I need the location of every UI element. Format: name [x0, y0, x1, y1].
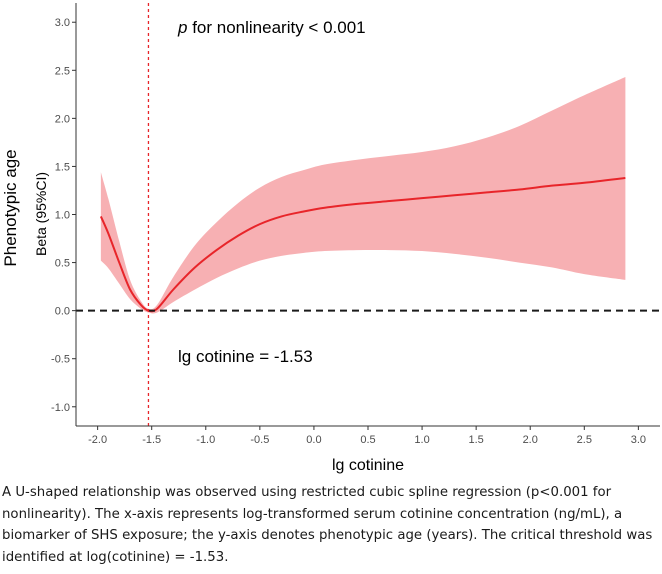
x-tick-label: 1.0	[414, 434, 429, 446]
plot-area	[76, 3, 660, 426]
axes: -1.0 -0.5 0.0 0.5 1.0 1.5 2.0 2.5 3.0 -2.0 -1.5 -1.…	[51, 3, 660, 446]
figure-caption: A U-shaped relationship was observed usi…	[2, 485, 653, 565]
spline-line-0	[99, 176, 626, 313]
y-tick-label: -0.5	[51, 354, 70, 366]
y-tick-label: 0.0	[55, 306, 70, 318]
threshold-annotation: lg cotinine = -1.53	[178, 347, 313, 366]
y-tick-label: 1.5	[55, 161, 70, 173]
p-symbol: p	[177, 18, 187, 37]
x-tick-label: 2.0	[523, 434, 538, 446]
x-tick-label: 2.5	[577, 434, 592, 446]
y-axis-title-outer: Phenotypic age	[1, 149, 20, 266]
y-tick-label: 2.5	[55, 65, 70, 77]
x-axis-title: lg cotinine	[332, 457, 404, 474]
y-tick-label: -1.0	[51, 402, 70, 414]
spline-chart: -1.0 -0.5 0.0 0.5 1.0 1.5 2.0 2.5 3.0 -2.0 -1.5 -1.…	[1, 3, 660, 474]
x-tick-label: 0.5	[360, 434, 375, 446]
y-tick-label: 1.0	[55, 210, 70, 222]
p-nonlinearity-annotation: p for nonlinearity < 0.001	[177, 18, 366, 37]
x-tick-label: -2.0	[88, 434, 107, 446]
y-tick-label: 0.5	[55, 258, 70, 270]
y-axis-title-inner: Beta (95%CI)	[33, 172, 49, 256]
x-tick-label: -1.5	[142, 434, 161, 446]
x-tick-label: 0.0	[306, 434, 321, 446]
y-tick-label: 3.0	[55, 17, 70, 29]
x-tick-label: -0.5	[250, 434, 269, 446]
x-tick-label: 1.5	[468, 434, 483, 446]
y-tick-label: 2.0	[55, 113, 70, 125]
confidence-band-0	[100, 77, 626, 314]
x-tick-label: 3.0	[631, 434, 646, 446]
p-annotation-text: for nonlinearity < 0.001	[187, 18, 365, 37]
x-tick-label: -1.0	[196, 434, 215, 446]
